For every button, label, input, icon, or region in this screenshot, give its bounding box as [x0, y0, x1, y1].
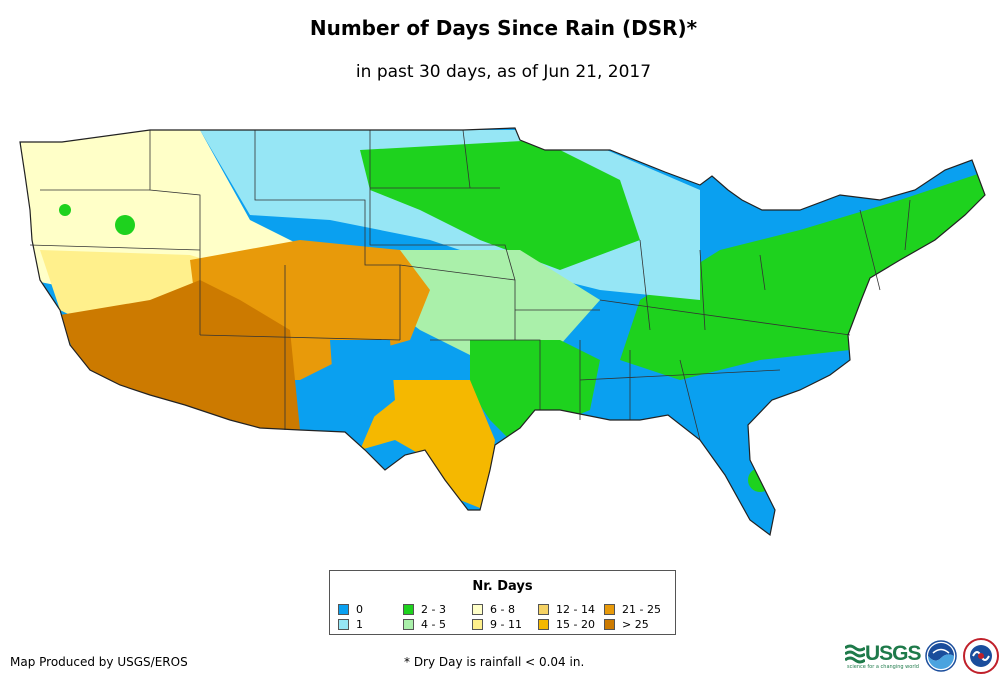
region-northwest: [20, 130, 300, 290]
map-credit: Map Produced by USGS/EROS: [10, 655, 188, 669]
legend-swatch: [403, 619, 414, 630]
legend-label: > 25: [622, 618, 649, 631]
region-southwest-desert: [60, 280, 300, 430]
legend-swatch: [604, 604, 615, 615]
legend-item: 2 - 3: [403, 604, 446, 616]
legend-label: 0: [356, 603, 363, 616]
legend-swatch: [538, 619, 549, 630]
legend: Nr. Days 0 1 2 - 3 4 - 5 6 - 8 9 - 11 12…: [329, 570, 676, 635]
map-title: Number of Days Since Rain (DSR)*: [309, 16, 698, 40]
nws-logo-icon: [963, 638, 999, 674]
dry-day-note: * Dry Day is rainfall < 0.04 in.: [404, 655, 585, 669]
region-upper-midwest: [360, 140, 640, 270]
legend-swatch: [604, 619, 615, 630]
region-great-plains: [380, 250, 600, 360]
usgs-logo: USGS science for a changing world: [845, 640, 922, 672]
legend-swatch: [472, 619, 483, 630]
patch-oregon-green: [115, 215, 135, 235]
region-new-mexico-rain: [330, 340, 395, 420]
legend-item: 6 - 8: [472, 604, 515, 616]
legend-item: 15 - 20: [538, 619, 595, 631]
legend-label: 4 - 5: [421, 618, 446, 631]
legend-label: 1: [356, 618, 363, 631]
legend-item: 1: [338, 619, 363, 631]
legend-item: 21 - 25: [604, 604, 661, 616]
legend-label: 15 - 20: [556, 618, 595, 631]
legend-label: 2 - 3: [421, 603, 446, 616]
legend-label: 6 - 8: [490, 603, 515, 616]
region-west-texas: [360, 380, 495, 510]
usgs-wave-icon: [845, 644, 865, 664]
legend-swatch: [338, 604, 349, 615]
map-subtitle: in past 30 days, as of Jun 21, 2017: [355, 62, 652, 82]
legend-item: 4 - 5: [403, 619, 446, 631]
legend-swatch: [338, 619, 349, 630]
legend-label: 9 - 11: [490, 618, 522, 631]
usgs-wordmark: USGS: [865, 642, 922, 665]
state-borders: [29, 129, 911, 441]
legend-swatch: [403, 604, 414, 615]
noaa-logo-icon: [925, 640, 957, 672]
legend-item: 9 - 11: [472, 619, 522, 631]
legend-swatch: [472, 604, 483, 615]
legend-swatch: [538, 604, 549, 615]
usgs-tagline: science for a changing world: [847, 664, 919, 670]
legend-item: 0: [338, 604, 363, 616]
legend-label: 12 - 14: [556, 603, 595, 616]
legend-item: 12 - 14: [538, 604, 595, 616]
legend-item: > 25: [604, 619, 649, 631]
legend-label: 21 - 25: [622, 603, 661, 616]
legend-title: Nr. Days: [472, 579, 533, 594]
patch-coast-green: [59, 204, 71, 216]
